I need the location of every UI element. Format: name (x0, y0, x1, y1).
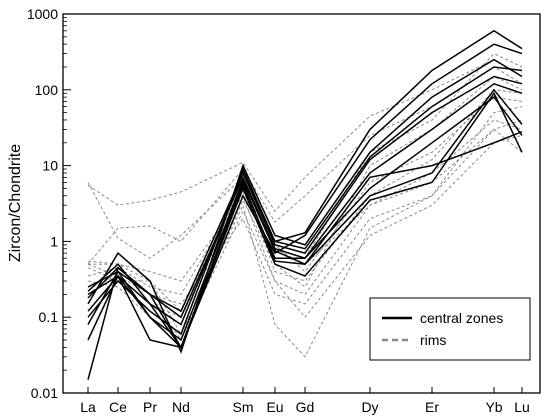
legend-label: rims (420, 332, 446, 348)
ticks-layer: La Ce Pr Nd Sm Eu Gd Dy Er Yb Lu 0.01 0.1 1 10 100 1000 (27, 6, 530, 415)
central-zones-series-line-9 (87, 29, 523, 313)
x-tick-label: Sm (233, 399, 254, 415)
rims-series-line-16 (87, 106, 523, 358)
x-tick-label: Yb (485, 399, 502, 415)
rims-series-line-17 (87, 134, 523, 341)
x-tick-label: Gd (296, 399, 315, 415)
rims-series-line-15 (87, 119, 523, 305)
x-tick-label: Lu (514, 399, 530, 415)
y-tick-label: 1000 (27, 6, 58, 22)
rims-series-line-12 (87, 59, 523, 213)
x-tick-label: Dy (361, 399, 378, 415)
rims-series-line-19 (88, 89, 523, 313)
central-zones-series-line-6 (87, 58, 523, 354)
central-zones-series-line-3 (87, 82, 523, 319)
x-tick-label: La (80, 399, 96, 415)
series-layer (87, 29, 523, 380)
x-tick-label: Pr (143, 399, 157, 415)
x-tick-label: Er (425, 399, 439, 415)
x-tick-label: Eu (266, 399, 283, 415)
central-zones-series-line-7 (87, 96, 523, 349)
legend: central zones rims (369, 297, 531, 361)
central-zones-series-line-10 (87, 131, 523, 342)
legend-label: central zones (420, 310, 503, 326)
y-tick-label: 0.1 (39, 309, 59, 325)
x-tick-label: Ce (109, 399, 127, 415)
central-zones-series-line-8 (87, 43, 523, 349)
plot-frame (62, 13, 541, 394)
y-tick-label: 0.01 (31, 385, 58, 401)
legend-box (369, 297, 531, 361)
x-tick-label: Nd (172, 399, 190, 415)
central-zones-series-line-2 (87, 88, 523, 349)
y-axis-label: Zircon/Chondrite (7, 144, 24, 262)
central-zones-series-line-4 (87, 75, 523, 326)
y-tick-label: 10 (42, 158, 58, 174)
y-tick-label: 1 (50, 233, 58, 249)
rims-series-line-21 (87, 52, 523, 318)
y-tick-label: 100 (35, 82, 59, 98)
